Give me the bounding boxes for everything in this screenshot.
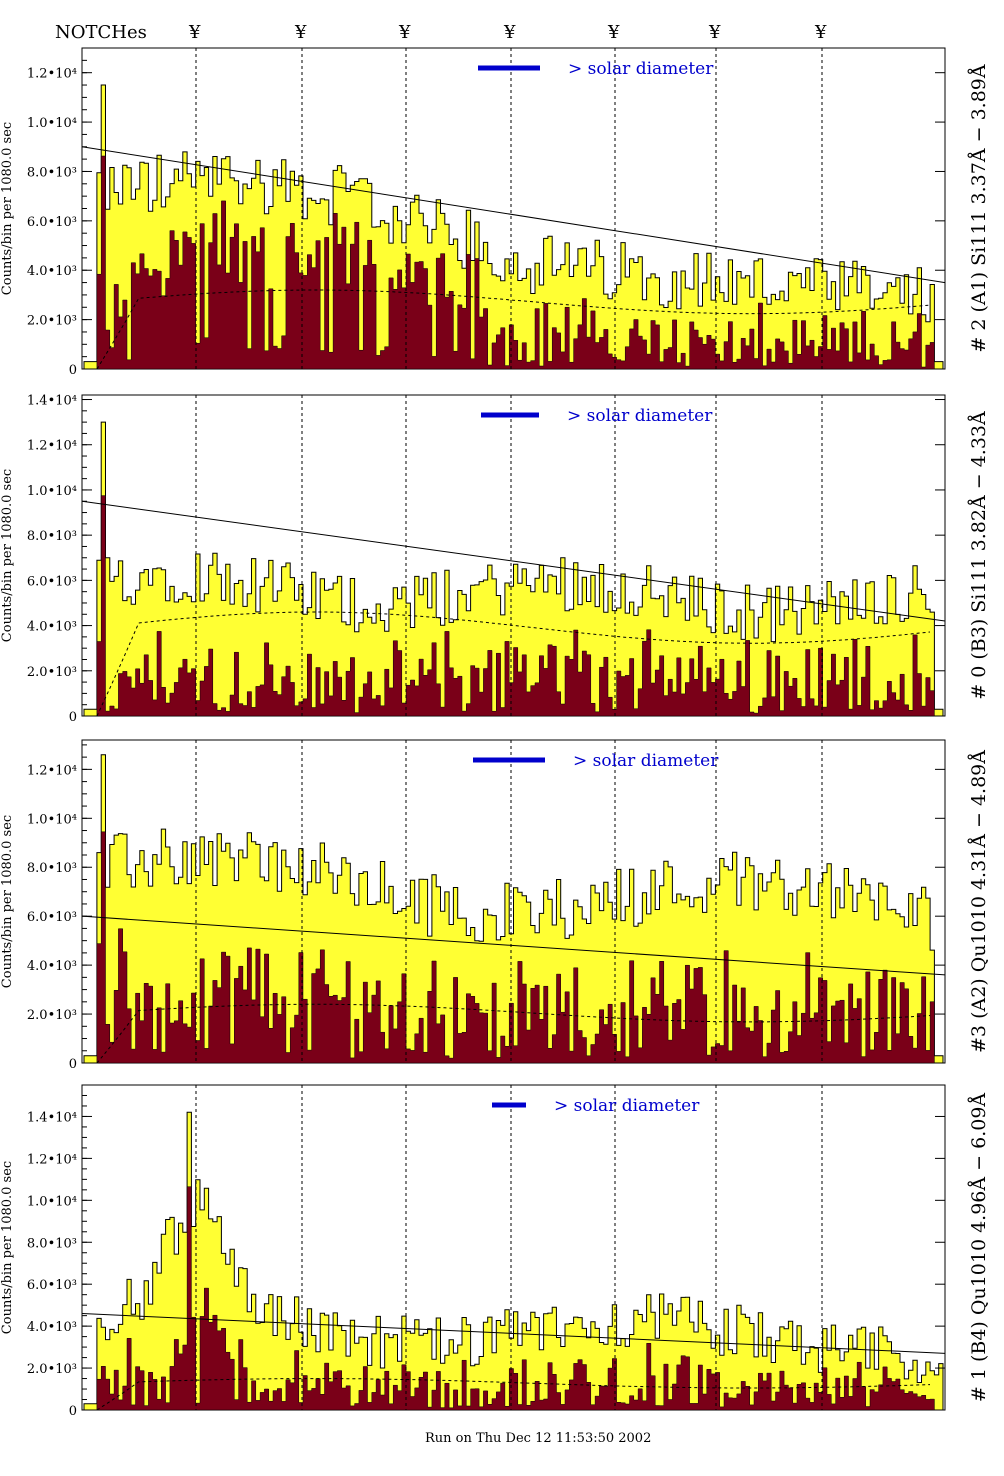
notch-marker-4: ¥ xyxy=(503,22,516,43)
counts-histogram xyxy=(83,1111,944,1411)
ytick-label: 2.0•10³ xyxy=(27,1362,77,1377)
ytick-label: 4.0•10³ xyxy=(27,620,77,635)
ytick-label: 4.0•10³ xyxy=(27,1320,77,1335)
notch-marker-3: ¥ xyxy=(398,22,411,43)
legend-text: > solar diameter xyxy=(554,1096,700,1116)
dashed-level-curve xyxy=(96,1378,931,1411)
ytick-label: 0 xyxy=(69,710,77,725)
panel-3: 0 2.0•10³ 4.0•10³ 6.0•10³ 8.0•10³ 1.0•10⁴ 1.2•… xyxy=(0,739,990,1072)
ytick-label: 0 xyxy=(69,1057,77,1072)
panel-4: 0 2.0•10³ 4.0•10³ 6.0•10³ 8.0•10³ 1.0•10⁴ 1.2•… xyxy=(0,1084,990,1419)
notches-label: NOTCHes xyxy=(55,22,147,43)
trend-line xyxy=(81,146,946,284)
y-axis-label: Counts/bin per 1080.0 sec xyxy=(0,815,15,988)
legend-text: > solar diameter xyxy=(573,751,719,771)
dashed-level-curve xyxy=(96,1003,931,1064)
ytick-label: 1.4•10⁴ xyxy=(27,1110,77,1125)
trend-line xyxy=(81,500,946,622)
ytick-label: 6.0•10³ xyxy=(27,1278,77,1293)
ytick-label: 2.0•10³ xyxy=(27,665,77,680)
trend-line xyxy=(81,1313,946,1354)
notch-marker-1: ¥ xyxy=(188,22,201,43)
ytick-label: 4.0•10³ xyxy=(27,959,77,974)
ytick-label: 1.2•10⁴ xyxy=(27,67,77,82)
ytick-label: 1.0•10⁴ xyxy=(27,812,77,827)
ytick-label: 4.0•10³ xyxy=(27,264,77,279)
run-timestamp: Run on Thu Dec 12 11:53:50 2002 xyxy=(425,1431,651,1446)
y-axis-label: Counts/bin per 1080.0 sec xyxy=(0,1161,15,1334)
panel-label: # 0 (B3) Si111 3.82Å − 4.33Å xyxy=(968,411,990,700)
y-axis-label: Counts/bin per 1080.0 sec xyxy=(0,469,15,642)
ytick-label: 1.2•10⁴ xyxy=(27,439,77,454)
ytick-label: 1.0•10⁴ xyxy=(27,116,77,131)
ytick-label: 1.2•10⁴ xyxy=(27,1152,77,1167)
notch-marker-7: ¥ xyxy=(814,22,827,43)
notches-header: NOTCHes ¥ ¥ ¥ ¥ ¥ ¥ ¥ xyxy=(55,22,827,43)
ytick-label: 6.0•10³ xyxy=(27,910,77,925)
ytick-label: 6.0•10³ xyxy=(27,574,77,589)
legend-text: > solar diameter xyxy=(568,59,714,79)
notch-marker-6: ¥ xyxy=(708,22,721,43)
ytick-label: 1.2•10⁴ xyxy=(27,763,77,778)
counts-histogram xyxy=(83,421,944,717)
background-histogram xyxy=(84,495,943,717)
panel-2: 0 2.0•10³ 4.0•10³ 6.0•10³ 8.0•10³ 1.0•10⁴ 1.2•… xyxy=(0,394,990,725)
legend-text: > solar diameter xyxy=(567,406,713,426)
panels: 0 2.0•10³ 4.0•10³ 6.0•10³ 8.0•10³ 1.0•10⁴ 1.2•… xyxy=(0,47,990,1419)
ytick-label: 8.0•10³ xyxy=(27,861,77,876)
notch-marker-2: ¥ xyxy=(294,22,307,43)
background-histogram xyxy=(84,155,943,370)
background-histogram xyxy=(84,831,943,1064)
ytick-label: 2.0•10³ xyxy=(27,1008,77,1023)
background-histogram xyxy=(84,1186,943,1411)
ytick-label: 8.0•10³ xyxy=(27,1236,77,1251)
notch-marker-5: ¥ xyxy=(607,22,620,43)
dashed-level-curve xyxy=(96,611,931,717)
panel-label: #3 (A2) Qu1010 4.31Å − 4.89Å xyxy=(968,750,990,1053)
y-axis-label: Counts/bin per 1080.0 sec xyxy=(0,122,15,295)
ytick-label: 1.0•10⁴ xyxy=(27,484,77,499)
ytick-label: 1.0•10⁴ xyxy=(27,1194,77,1209)
ytick-label: 0 xyxy=(69,1404,77,1419)
panel-label: # 1 (B4) Qu1010 4.96Å − 6.09Å xyxy=(968,1093,990,1403)
panel-label: # 2 (A1) Si111 3.37Å − 3.89Å xyxy=(968,64,990,352)
ytick-label: 8.0•10³ xyxy=(27,165,77,180)
ytick-label: 0 xyxy=(69,363,77,378)
dashed-level-curve xyxy=(96,289,931,370)
panel-1: 0 2.0•10³ 4.0•10³ 6.0•10³ 8.0•10³ 1.0•10⁴ 1.2•… xyxy=(0,47,990,378)
trend-line xyxy=(81,915,946,976)
ytick-label: 8.0•10³ xyxy=(27,529,77,544)
ytick-label: 6.0•10³ xyxy=(27,215,77,230)
ytick-label: 1.4•10⁴ xyxy=(27,394,77,409)
ytick-label: 2.0•10³ xyxy=(27,314,77,329)
